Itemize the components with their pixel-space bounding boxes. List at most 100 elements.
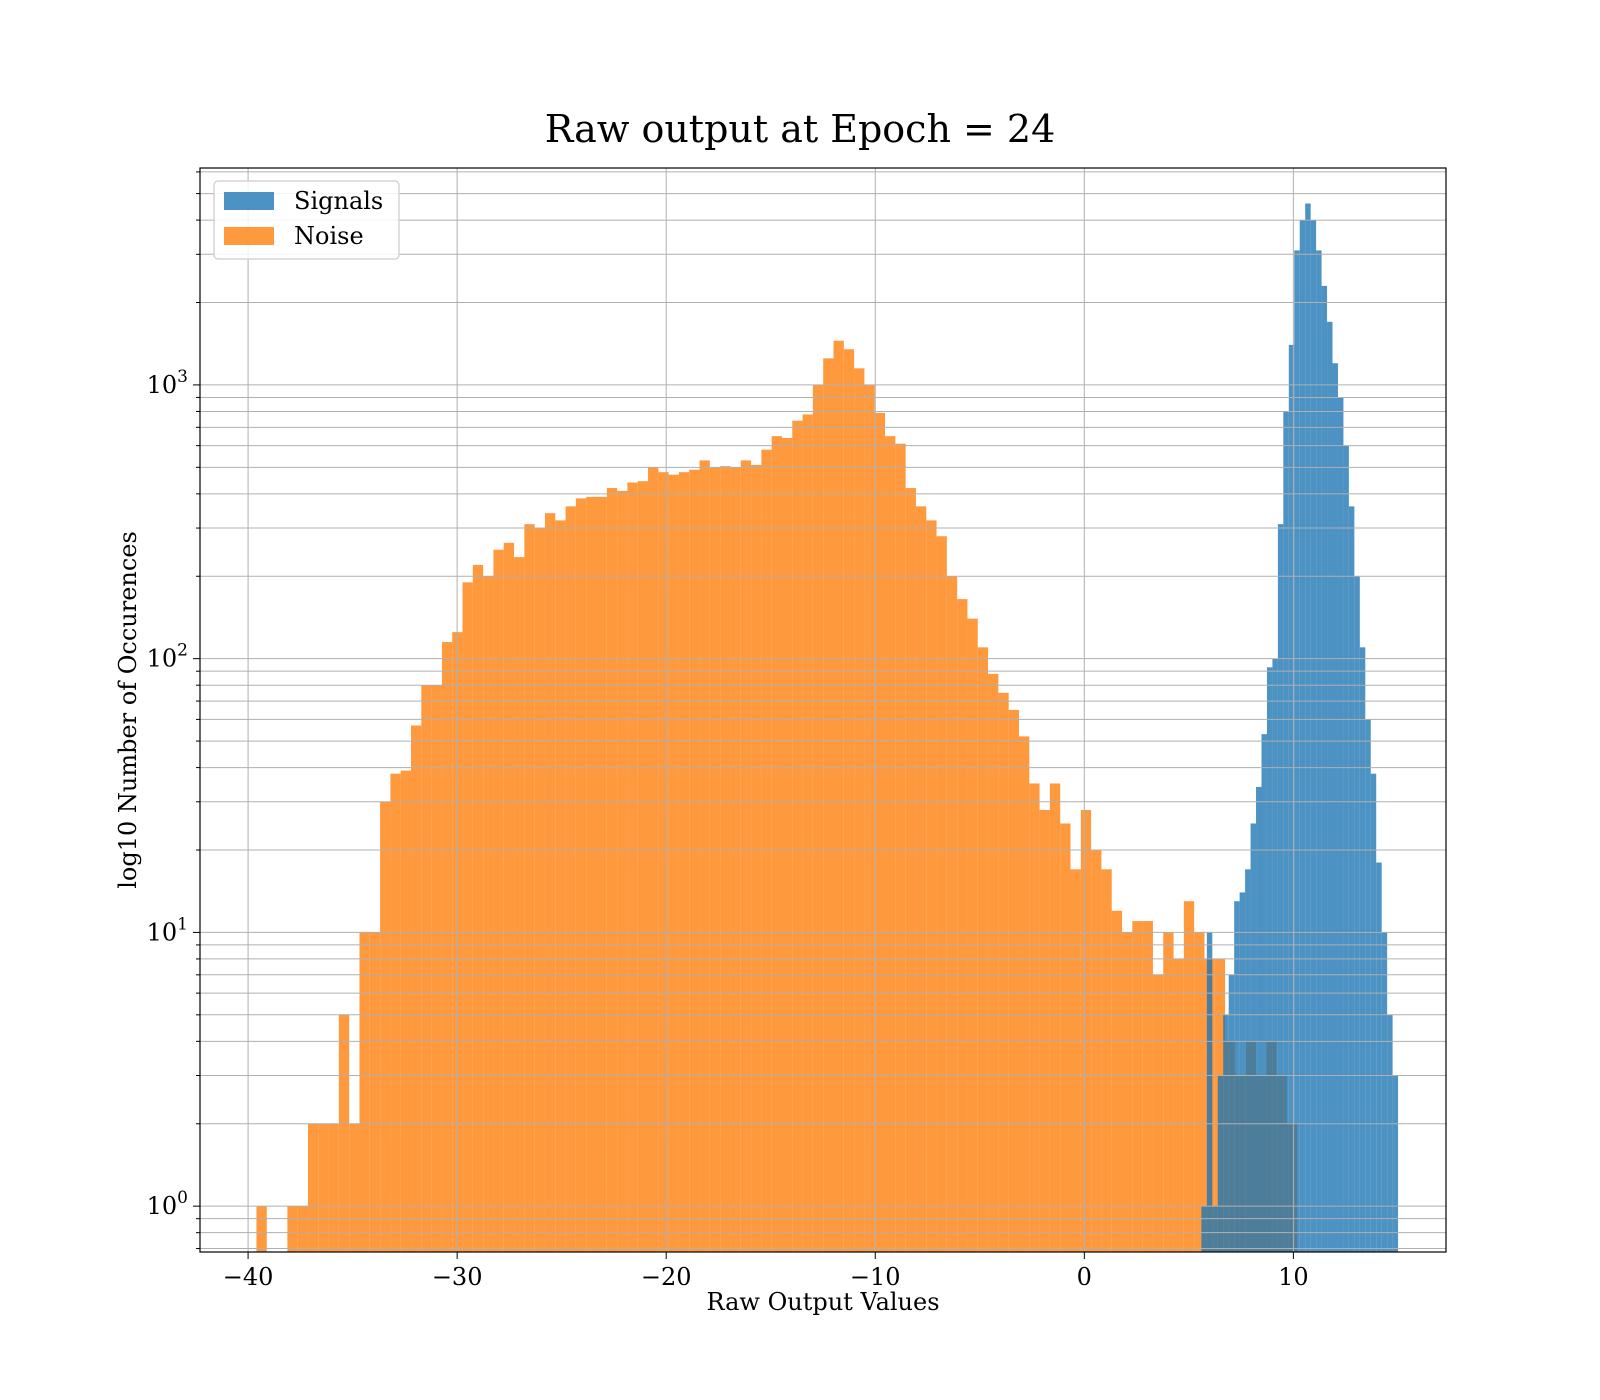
noise-bar [761,449,772,1252]
y-tick-label: 100 [147,1188,188,1220]
signal-bar [1228,974,1235,1252]
noise-bar [400,770,412,1252]
noise-bar [1080,810,1092,1252]
noise-bar [565,506,576,1252]
x-axis-ticks: −40 −30 −20 −10 0 10 [223,1252,1309,1291]
noise-bar [328,1123,339,1252]
noise-bar [812,384,824,1252]
signal-bar [1332,363,1338,1252]
noise-bar [637,481,649,1252]
signal-bars [1201,203,1399,1253]
signal-bar [1223,1014,1229,1252]
legend: Signals Noise [213,180,400,260]
noise-bar [998,692,1009,1252]
noise-bar [874,412,886,1252]
noise-bar [885,436,896,1252]
signal-bar [1234,901,1240,1252]
signal-bar [1206,932,1213,1252]
noise-bar [668,474,679,1252]
noise-bar [596,496,607,1252]
signal-bar [1316,250,1322,1252]
signal-bar [1299,220,1306,1253]
noise-bar [1142,921,1153,1252]
legend-label-signals: Signals [294,187,383,215]
noise-bar [555,520,566,1252]
signal-bar [1256,786,1262,1252]
noise-bar [751,464,762,1253]
signal-bar [1348,506,1355,1252]
noise-bar [318,1123,329,1252]
noise-bar [689,469,700,1253]
noise-bar [792,420,803,1253]
noise-bar [483,576,494,1252]
noise-bar [606,488,618,1252]
noise-bar [977,647,989,1252]
signal-bar [1392,1075,1399,1252]
noise-bar [1132,921,1143,1252]
noise-bar [462,582,473,1252]
noise-bar [720,466,731,1252]
signal-bar [1272,658,1278,1252]
noise-bar [864,384,875,1252]
signal-bar [1266,667,1273,1252]
noise-bar [740,460,752,1252]
noise-bar [1111,910,1123,1252]
noise-bar [1008,709,1019,1252]
chart-title: Raw output at Epoch = 24 [545,107,1056,151]
signal-bar [1376,862,1382,1252]
noise-bar [988,673,999,1252]
noise-bar [627,482,638,1252]
signal-bar [1359,647,1366,1252]
noise-bar [297,1206,308,1252]
noise-bar [256,1206,267,1252]
signal-bar [1294,250,1300,1252]
noise-bar [1101,869,1112,1252]
signal-bar [1250,823,1257,1252]
noise-bar [441,642,453,1252]
x-tick-label: 10 [1278,1263,1309,1291]
noise-bars [256,340,1298,1253]
plot-area [199,167,1447,1253]
noise-bar [648,467,659,1252]
noise-bar [586,496,597,1252]
signal-bar [1387,1014,1393,1252]
signal-bar [1343,445,1349,1252]
noise-bar [359,932,370,1252]
noise-bar [287,1206,298,1252]
signal-bar [1305,203,1311,1253]
noise-bar [514,557,525,1252]
noise-bar [926,520,937,1252]
noise-bar [709,467,721,1252]
noise-bar [1163,932,1174,1252]
y-tick-label: 103 [147,367,188,399]
y-tick-label: 101 [147,914,188,946]
noise-bar [1194,932,1205,1252]
x-tick-label: −10 [850,1263,901,1291]
noise-bar [1049,783,1061,1252]
noise-bar [349,1123,360,1252]
noise-bar [946,576,958,1252]
noise-bar [411,725,422,1252]
plot-frame [199,167,1447,1253]
signal-bar [1283,411,1289,1252]
noise-bar [503,542,515,1252]
x-tick-label: 0 [1077,1263,1092,1291]
noise-bar [802,414,813,1252]
noise-bar [369,932,381,1252]
legend-swatch-noise [224,227,274,245]
signal-bar [1239,892,1246,1252]
noise-bar [823,358,834,1252]
x-tick-label: −30 [432,1263,483,1291]
signal-bar [1327,321,1333,1253]
noise-bar [380,801,391,1252]
noise-bar [771,436,782,1252]
noise-bar [1039,810,1050,1252]
noise-bar [575,498,587,1252]
noise-bar [1070,869,1081,1252]
noise-bar [338,1014,350,1252]
noise-bar [1183,901,1195,1252]
noise-bar [658,472,669,1252]
grid-lines [200,168,1446,1252]
noise-bar [833,340,844,1252]
